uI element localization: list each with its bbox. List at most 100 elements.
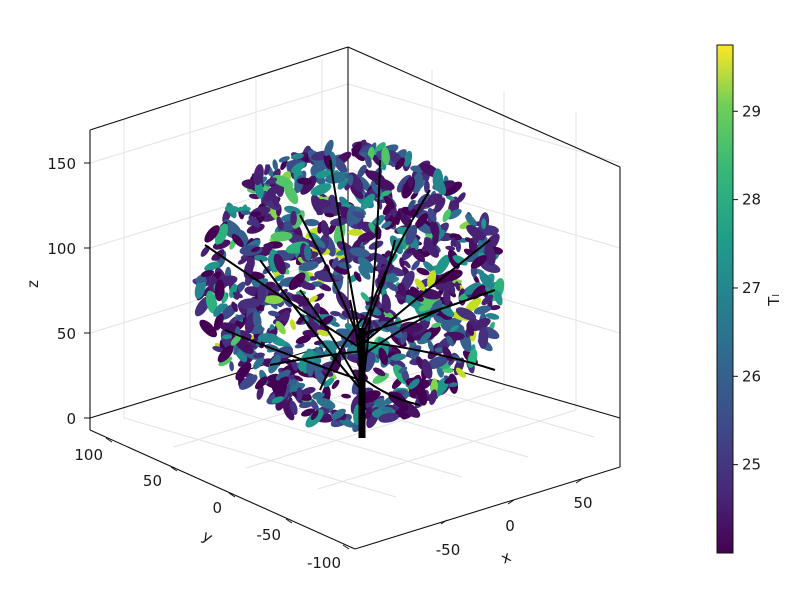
leaf xyxy=(217,345,234,363)
leaf xyxy=(395,157,405,170)
x-tick-neg50: -50 xyxy=(436,541,461,559)
leaf xyxy=(253,352,265,359)
leaf xyxy=(473,305,491,315)
leaf xyxy=(427,207,437,223)
tree-canopy xyxy=(192,139,505,433)
leaf xyxy=(285,397,293,409)
leaf xyxy=(349,247,370,258)
y-tick-50: 50 xyxy=(143,472,162,490)
leaf xyxy=(234,314,246,321)
leaf xyxy=(406,247,416,254)
leaf xyxy=(400,321,423,333)
leaf xyxy=(291,359,298,371)
leaf xyxy=(428,389,438,406)
leaf xyxy=(408,199,415,211)
branch xyxy=(204,244,363,350)
leaf xyxy=(384,211,391,221)
leaf xyxy=(432,168,444,192)
leaf xyxy=(360,292,370,302)
leaf xyxy=(290,210,297,226)
leaf xyxy=(420,331,432,343)
leaf xyxy=(314,237,326,249)
leaf xyxy=(272,159,278,171)
leaf xyxy=(359,234,372,241)
leaf xyxy=(479,272,494,290)
leaf xyxy=(443,289,451,306)
leaf xyxy=(273,274,285,282)
leaf xyxy=(292,294,311,307)
leaf xyxy=(264,185,279,202)
leaf xyxy=(423,180,430,194)
colorbar-tick-label: 25 xyxy=(742,456,761,474)
leaf xyxy=(405,224,418,246)
leaf xyxy=(323,342,339,357)
leaf xyxy=(275,377,287,401)
x-tick-50: 50 xyxy=(573,494,592,512)
leaf xyxy=(290,153,304,160)
leaf xyxy=(415,213,429,229)
leaf xyxy=(240,210,251,216)
leaf xyxy=(373,367,386,377)
leaf xyxy=(331,257,339,269)
leaf xyxy=(485,313,500,320)
leaf xyxy=(278,156,290,163)
leaf xyxy=(412,172,423,194)
leaf xyxy=(213,303,225,317)
colorbar xyxy=(716,44,734,554)
leaf xyxy=(442,208,451,223)
leaf xyxy=(199,319,217,338)
leaf xyxy=(257,283,267,304)
leaf xyxy=(435,254,451,275)
branch xyxy=(361,289,496,335)
leaf xyxy=(394,294,406,300)
leaf xyxy=(455,307,477,321)
leaf xyxy=(239,374,258,390)
y-tick-neg100: -100 xyxy=(307,554,341,572)
colorbar-ticks: 25 26 27 28 29 xyxy=(733,102,761,474)
leaf xyxy=(450,325,459,332)
leaf xyxy=(257,333,279,343)
leaf xyxy=(466,224,485,241)
leaf xyxy=(347,228,364,236)
leaf xyxy=(373,397,385,406)
branch xyxy=(361,189,431,329)
leaf xyxy=(378,412,399,423)
leaf xyxy=(231,301,238,312)
leaf xyxy=(204,225,220,243)
branch xyxy=(361,239,396,337)
leaf xyxy=(403,150,413,167)
leaf xyxy=(452,255,468,266)
leaf xyxy=(219,322,240,334)
leaf xyxy=(478,326,489,349)
leaf xyxy=(323,139,334,157)
leaf xyxy=(306,360,314,377)
leaf xyxy=(465,297,482,313)
leaf xyxy=(403,260,411,269)
leaf xyxy=(301,387,316,395)
leaf xyxy=(312,392,325,400)
leaf xyxy=(399,257,405,269)
leaf xyxy=(442,181,463,196)
leaf xyxy=(324,171,349,184)
axis-box xyxy=(89,46,621,550)
leaf xyxy=(204,261,221,272)
leaf xyxy=(303,244,312,261)
leaf xyxy=(351,141,362,157)
leaf xyxy=(333,274,344,280)
leaf xyxy=(357,164,367,178)
leaf xyxy=(465,214,478,227)
leaf xyxy=(381,293,391,314)
branch xyxy=(361,239,491,346)
leaf xyxy=(230,334,242,346)
colorbar-tick-label: 27 xyxy=(742,279,761,297)
leaf xyxy=(430,378,438,395)
leaf xyxy=(271,396,284,404)
leaf xyxy=(299,281,316,291)
leaf xyxy=(455,240,462,253)
x-axis-label: x xyxy=(498,547,514,567)
leaf xyxy=(401,206,419,217)
colorbar-tick-label: 29 xyxy=(742,102,761,120)
leaf xyxy=(205,290,218,314)
leaf xyxy=(484,243,496,266)
leaf xyxy=(316,329,330,337)
